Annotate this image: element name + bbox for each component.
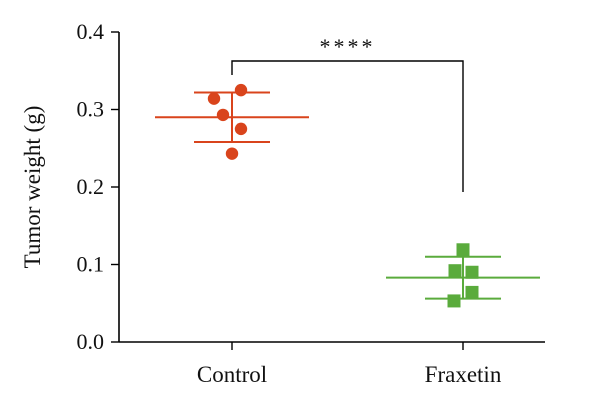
y-tick-label: 0.2 bbox=[77, 174, 105, 199]
significance-bracket: **** bbox=[231, 34, 464, 192]
y-tick-label: 0.4 bbox=[77, 19, 105, 44]
bracket-line bbox=[231, 60, 464, 192]
data-point bbox=[465, 265, 479, 279]
data-point bbox=[465, 285, 479, 299]
y-tick-label: 0.3 bbox=[77, 97, 105, 122]
data-point bbox=[456, 243, 470, 257]
x-ticks: Control Fraxetin bbox=[197, 342, 502, 387]
y-tick-label: 0.0 bbox=[77, 329, 105, 354]
data-point bbox=[447, 294, 461, 308]
y-axis-label: Tumor weight (g) bbox=[20, 106, 45, 269]
x-tick-label: Fraxetin bbox=[425, 362, 502, 387]
data-layer bbox=[155, 83, 540, 308]
data-point bbox=[234, 122, 248, 136]
data-point bbox=[448, 264, 462, 278]
significance-label: **** bbox=[320, 34, 376, 59]
data-point bbox=[234, 83, 248, 97]
y-axis: 0.0 0.1 0.2 0.3 0.4 bbox=[77, 19, 120, 354]
series-control bbox=[155, 83, 309, 160]
data-point bbox=[207, 92, 221, 105]
data-point bbox=[225, 147, 239, 160]
series-fraxetin bbox=[386, 243, 540, 308]
x-tick-label: Control bbox=[197, 362, 267, 387]
data-point bbox=[216, 108, 230, 122]
y-tick-label: 0.1 bbox=[77, 252, 105, 277]
x-axis: Control Fraxetin bbox=[119, 341, 545, 387]
y-ticks: 0.0 0.1 0.2 0.3 0.4 bbox=[77, 19, 119, 354]
